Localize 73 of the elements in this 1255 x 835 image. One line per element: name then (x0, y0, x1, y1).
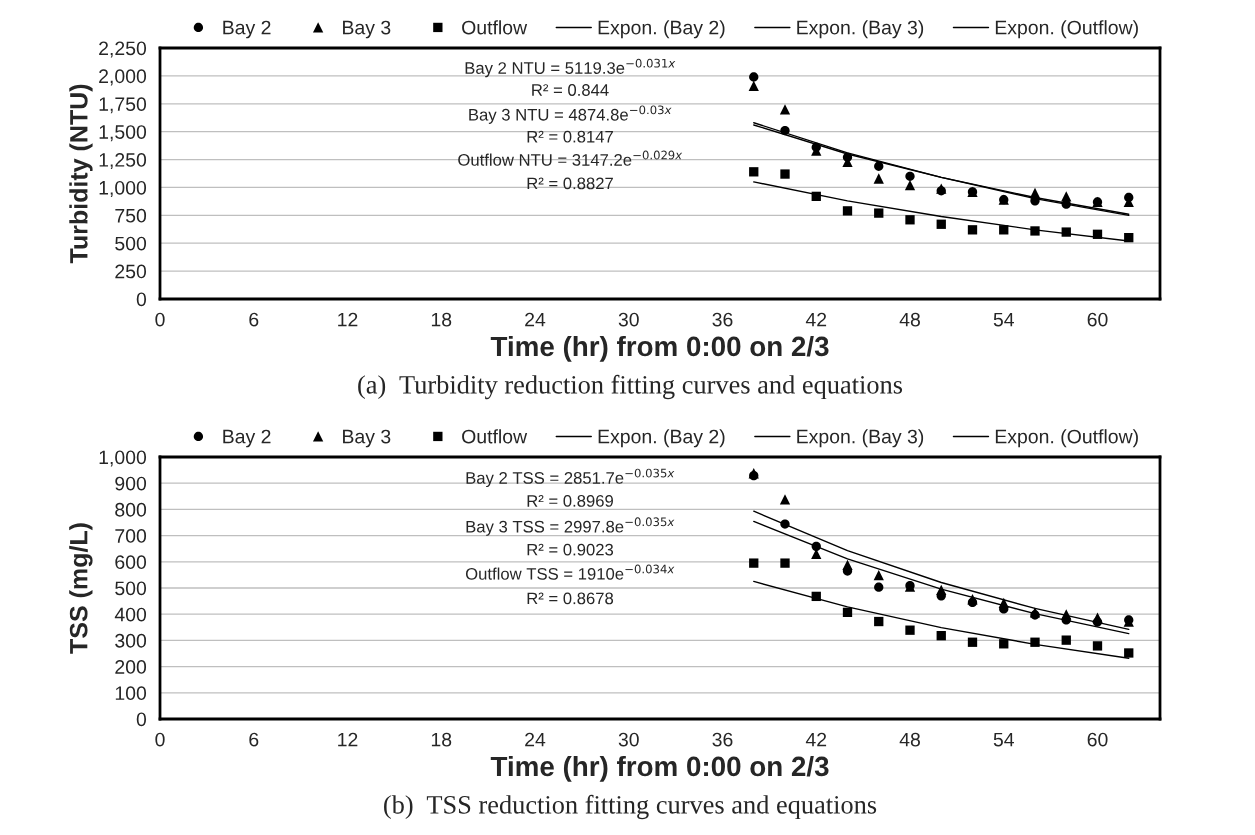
y-tick-label: 1,500 (99, 125, 147, 142)
y-tick-label: 1,250 (99, 153, 147, 170)
legend-label: Expon. (Bay 3) (797, 20, 924, 39)
annotation: Bay 2 TSS = 2851.7e$^{−0.035x}$ (466, 468, 675, 488)
annotation: Bay 3 TSS = 2997.8e$^{−0.035x}$ (466, 517, 675, 536)
x-tick-label: 60 (1087, 312, 1108, 327)
legend-label: Outflow (462, 429, 528, 444)
x-tick-label: 0 (155, 312, 165, 327)
y-tick-label: 0 (136, 292, 147, 307)
annotation: R² = 0.9023 (527, 543, 614, 556)
x-tick-label: 36 (712, 732, 733, 747)
annotation: R² = 0.8147 (527, 130, 613, 143)
x-tick-label: 6 (249, 312, 259, 327)
y-tick-label: 1,750 (99, 97, 147, 114)
x-tick-label: 24 (525, 732, 546, 747)
annotation: Bay 2 NTU = 5119.3e$^{−0.031x}$ (465, 58, 676, 78)
y-tick-label: 300 (115, 633, 147, 648)
x-tick-label: 54 (993, 312, 1014, 327)
x-tick-label: 12 (338, 312, 358, 327)
x-tick-label: 12 (338, 732, 358, 747)
x-axis-title: Time (hr) from 0:00 on 2/3 (490, 335, 829, 362)
y-tick-label: 250 (115, 264, 147, 279)
annotation: R² = 0.8827 (527, 177, 613, 190)
x-tick-label: 18 (431, 732, 452, 747)
y-tick-label: 500 (115, 581, 147, 596)
x-axis-title: Time (hr) from 0:00 on 2/3 (490, 755, 829, 782)
legend-label: Bay 2 (223, 20, 271, 39)
x-tick-label: 30 (618, 732, 639, 747)
x-tick-label: 30 (618, 312, 639, 327)
y-tick-label: 2,250 (99, 41, 147, 58)
annotation: Outflow TSS = 1910e$^{−0.034x}$ (465, 564, 675, 580)
annotation: R² = 0.8969 (527, 495, 613, 507)
x-tick-label: 42 (805, 732, 827, 747)
y-tick-label: 1,000 (99, 180, 147, 197)
y-tick-label: 0 (136, 712, 147, 727)
text: (b) TSS reduction fitting curves and equations (384, 794, 877, 820)
x-tick-label: 36 (712, 312, 733, 327)
y-tick-label: 100 (115, 686, 147, 701)
legend-label: Expon. (Outflow) (995, 429, 1138, 448)
x-tick-label: 48 (899, 312, 920, 327)
y-tick-label: 1,000 (99, 450, 147, 467)
y-tick-label: 200 (115, 660, 147, 674)
legend-label: Bay 3 (343, 20, 391, 39)
y-tick-label: 600 (115, 555, 147, 570)
y-tick-label: 400 (114, 607, 147, 622)
legend-label: Bay 2 (223, 429, 271, 448)
annotation: Outflow NTU = 3147.2e$^{−0.029x}$ (458, 150, 683, 166)
legend-label: Expon. (Outflow) (995, 20, 1138, 39)
y-tick-label: 500 (115, 236, 147, 251)
y-tick-label: 700 (115, 529, 147, 543)
x-tick-label: 42 (805, 312, 827, 327)
y-tick-label: 750 (115, 208, 147, 223)
legend-label: Bay 3 (343, 429, 391, 448)
y-tick-label: 900 (115, 476, 147, 491)
x-tick-label: 0 (155, 732, 165, 747)
y-tick-label: 800 (115, 502, 147, 517)
x-tick-label: 54 (993, 732, 1014, 747)
legend-label: Expon. (Bay 3) (797, 429, 924, 448)
x-tick-label: 24 (525, 312, 546, 327)
legend-label: Outflow (462, 20, 528, 35)
y-axis-title: Turbidity (NTU) (69, 84, 93, 264)
text: (a) Turbidity reduction fitting curves and equations (358, 374, 903, 400)
x-tick-label: 60 (1087, 732, 1108, 747)
x-tick-label: 18 (431, 312, 452, 327)
y-tick-label: 2,000 (99, 69, 147, 86)
annotation: Bay 3 NTU = 4874.8e$^{−0.03x}$ (469, 105, 672, 124)
legend-label: Expon. (Bay 2) (598, 20, 725, 39)
annotation: R² = 0.8678 (527, 592, 614, 605)
annotation: R² = 0.844 (532, 84, 609, 96)
y-axis-title: TSS (mg/L) (69, 523, 93, 654)
x-tick-label: 48 (899, 732, 920, 747)
x-tick-label: 6 (249, 732, 259, 747)
legend-label: Expon. (Bay 2) (598, 429, 725, 448)
